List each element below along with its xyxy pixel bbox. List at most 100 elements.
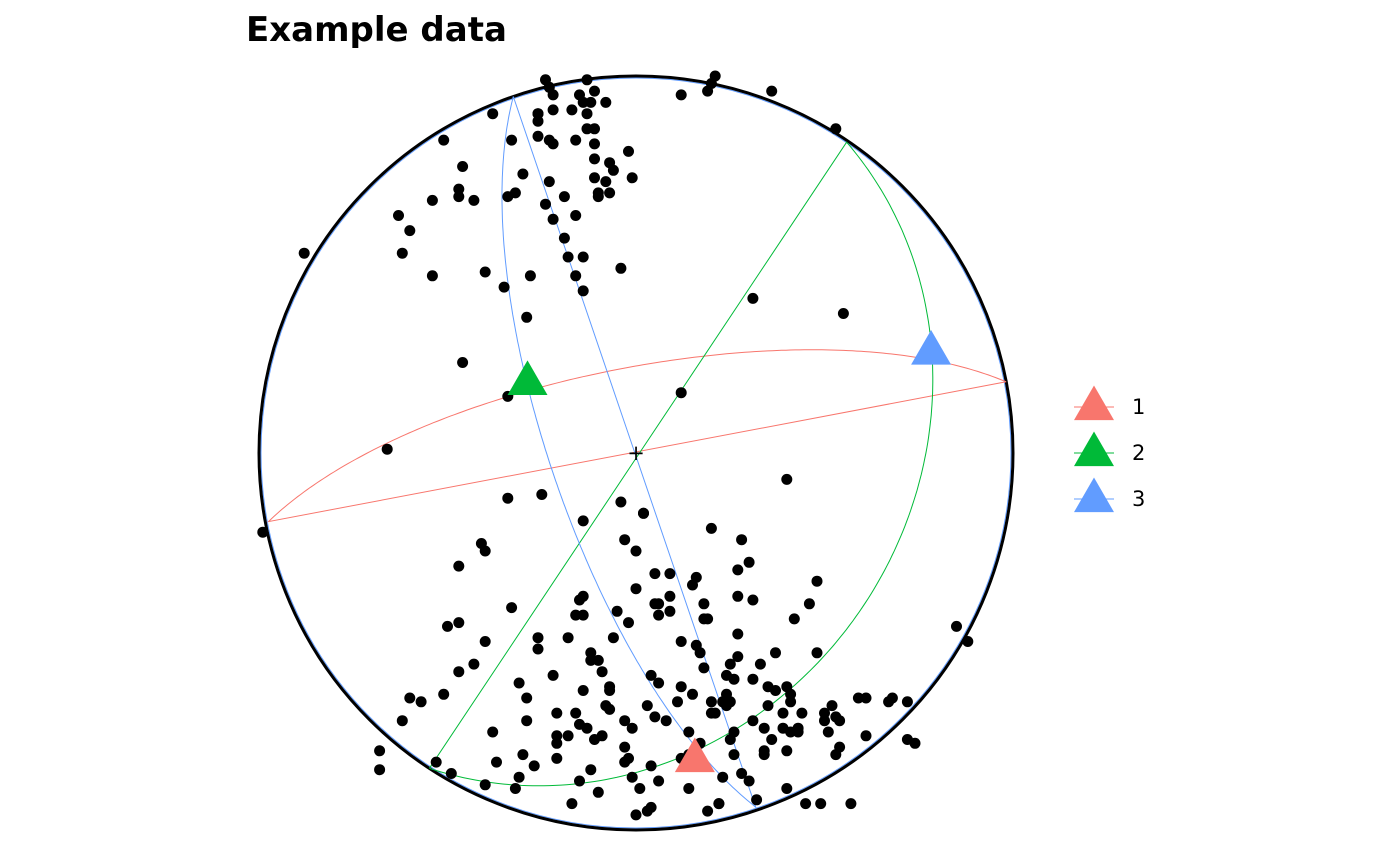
- data-point: [453, 560, 465, 572]
- data-point: [453, 617, 465, 629]
- data-point: [951, 620, 962, 632]
- data-point: [653, 775, 665, 787]
- data-point: [675, 89, 687, 101]
- chart-title: Example data: [246, 10, 507, 50]
- pole-marker-1: [674, 737, 715, 773]
- center-mark: +: [627, 441, 645, 465]
- data-point: [577, 609, 589, 621]
- data-point: [521, 692, 533, 704]
- data-point: [498, 281, 510, 293]
- data-point: [570, 210, 582, 221]
- data-point: [445, 768, 457, 779]
- data-point: [532, 130, 544, 142]
- data-point: [562, 730, 574, 742]
- data-point: [547, 104, 559, 116]
- data-point: [592, 786, 604, 798]
- data-point: [517, 168, 529, 180]
- data-point: [438, 688, 450, 700]
- data-point: [592, 187, 604, 199]
- data-point: [815, 798, 827, 810]
- data-point: [570, 270, 582, 282]
- data-point: [641, 700, 653, 712]
- data-point: [442, 620, 453, 632]
- data-point: [521, 715, 533, 727]
- data-point: [487, 108, 499, 120]
- data-point: [626, 722, 638, 734]
- data-point: [800, 798, 812, 810]
- data-point: [754, 658, 766, 670]
- data-point: [547, 669, 559, 681]
- legend-label-1: 1: [1132, 395, 1145, 419]
- data-point: [487, 726, 499, 738]
- data-point: [781, 473, 793, 485]
- data-point: [396, 715, 408, 727]
- data-point: [491, 756, 502, 768]
- data-point: [585, 647, 597, 659]
- data-point: [577, 515, 589, 527]
- data-point: [374, 745, 386, 757]
- data-point: [589, 85, 600, 97]
- data-point: [732, 651, 744, 663]
- data-point: [585, 654, 597, 666]
- data-point: [653, 677, 665, 689]
- data-point: [638, 507, 649, 519]
- data-point: [585, 764, 597, 776]
- data-point: [683, 726, 695, 738]
- data-point: [630, 545, 642, 557]
- data-point: [732, 590, 744, 602]
- great-circle-1: [266, 349, 1007, 523]
- data-point: [577, 285, 589, 297]
- data-point: [664, 605, 676, 617]
- data-point: [574, 89, 585, 101]
- data-point: [664, 568, 676, 580]
- data-point: [623, 752, 634, 764]
- data-point: [811, 647, 823, 659]
- data-point: [698, 598, 710, 610]
- data-point: [257, 526, 269, 538]
- data-point: [630, 583, 642, 595]
- pole-marker-3: [911, 329, 952, 365]
- primitive-circle-inner: [260, 77, 1012, 829]
- data-point: [728, 749, 740, 761]
- data-point: [721, 700, 732, 712]
- data-point: [524, 270, 536, 282]
- data-point: [660, 715, 672, 727]
- data-point: [732, 564, 744, 576]
- data-points: [257, 70, 974, 821]
- data-point: [819, 707, 830, 719]
- data-point: [770, 685, 781, 696]
- data-point: [758, 722, 770, 734]
- data-point: [604, 157, 616, 169]
- data-point: [751, 794, 763, 806]
- data-point: [747, 715, 759, 727]
- data-point: [513, 771, 525, 783]
- data-point: [581, 74, 593, 86]
- data-point: [506, 602, 518, 614]
- data-point: [747, 292, 759, 304]
- data-point: [675, 681, 687, 693]
- legend-label-3: 3: [1132, 487, 1145, 511]
- legend: 1 2 3: [1074, 385, 1145, 513]
- data-point: [513, 677, 525, 689]
- data-point: [577, 685, 589, 696]
- data-point: [683, 783, 695, 794]
- data-point: [581, 123, 593, 135]
- data-point: [766, 734, 778, 745]
- data-point: [785, 688, 797, 700]
- data-point: [577, 251, 589, 263]
- data-point: [736, 768, 748, 779]
- data-point: [781, 783, 793, 794]
- data-point: [574, 718, 585, 730]
- data-point: [596, 666, 608, 678]
- data-point: [509, 783, 521, 794]
- pole-markers: [507, 329, 952, 773]
- data-point: [845, 798, 857, 810]
- primitive-circle-group: [257, 74, 1015, 832]
- data-point: [724, 658, 736, 670]
- data-point: [479, 779, 491, 791]
- data-point: [705, 696, 717, 708]
- data-point: [747, 673, 759, 685]
- data-point: [645, 760, 657, 772]
- data-point: [687, 579, 698, 591]
- legend-key-3: [1074, 477, 1114, 513]
